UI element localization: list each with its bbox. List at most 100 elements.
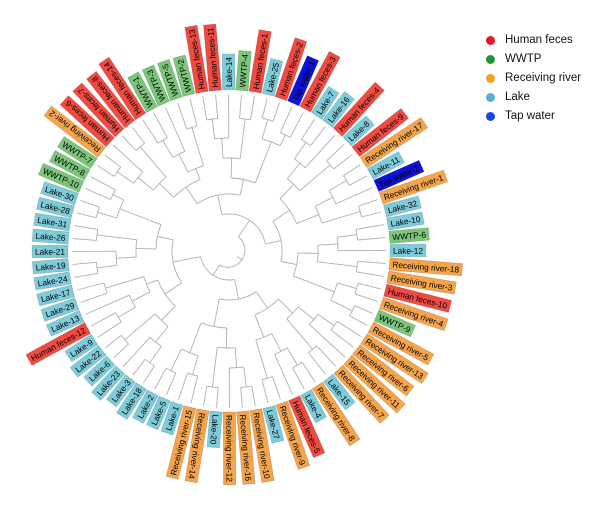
tree-branch	[317, 313, 335, 327]
tree-branch	[120, 335, 129, 345]
tree-branch	[354, 293, 378, 303]
tree-branch	[187, 165, 204, 173]
wwtp-dot-icon	[486, 54, 495, 64]
leaf-lake-32: Lake-32	[383, 195, 422, 218]
tree-branch	[135, 239, 138, 258]
leaf-label-bg	[33, 271, 72, 291]
leaf-label-bg	[69, 345, 107, 378]
tree-branch	[117, 171, 134, 184]
leaf-label-bg	[157, 59, 183, 102]
tree-branch	[149, 346, 162, 363]
leaf-lake-27: Lake-27	[262, 405, 285, 444]
tap-water-dot-icon	[486, 111, 495, 121]
leaf-label-bg	[38, 163, 85, 193]
leaf-label-bg	[43, 105, 106, 158]
tree-branch	[116, 199, 125, 219]
tree-branch	[330, 282, 338, 301]
tree-branch	[72, 238, 97, 241]
tree-branch	[329, 180, 347, 192]
tree-branch	[135, 142, 145, 151]
tree-branch	[289, 112, 304, 138]
tree-branch	[326, 143, 345, 162]
tree-branch	[251, 386, 256, 406]
tree-branch	[216, 387, 219, 408]
legend-item-tap-water: Tap water	[486, 110, 581, 122]
leaf-label-bg	[165, 405, 197, 480]
tree-branch	[299, 164, 331, 192]
tree-branch	[261, 379, 269, 404]
leaf-label-bg	[249, 408, 275, 483]
tree-branch	[357, 237, 386, 241]
tree-branch	[238, 219, 250, 238]
tree-branch	[309, 324, 346, 358]
receiving-river-dot-icon	[486, 73, 495, 83]
tree-branch	[191, 127, 204, 166]
tree-branch	[356, 224, 384, 230]
tree-branch	[330, 321, 338, 331]
tree-branch	[124, 313, 156, 341]
tree-branch	[330, 329, 354, 348]
tree-branch	[321, 211, 361, 224]
leaf-label-bg	[378, 169, 448, 205]
leaf-label-text: Lake-24	[37, 274, 69, 289]
tree-branch	[272, 102, 281, 122]
tree-branch	[187, 372, 198, 377]
leaf-label-bg	[203, 23, 222, 92]
leaf-lake-10: Lake-10	[386, 211, 425, 231]
tree-branch	[304, 134, 336, 169]
tree-branch	[172, 150, 186, 158]
tree-branch	[261, 98, 268, 119]
tree-branch	[122, 336, 151, 368]
leaf-label-bg	[86, 71, 135, 129]
leaf-label-text: Lake-12	[393, 246, 423, 256]
tree-branch	[287, 162, 301, 179]
tree-branch	[240, 387, 243, 408]
leaf-label-text: Lake-19	[35, 260, 66, 273]
tree-branch	[286, 347, 298, 366]
leaf-label-bg	[57, 136, 98, 169]
tree-branch	[317, 243, 338, 246]
tree-branch	[274, 347, 288, 355]
leaf-lake-19: Lake-19	[32, 258, 70, 275]
leaf-label-bg	[300, 389, 327, 424]
tree-branch	[131, 291, 151, 302]
tree-branch	[177, 372, 188, 400]
tree-branch	[330, 299, 353, 312]
leaf-label-bg	[31, 228, 70, 245]
tree-branch	[254, 298, 279, 316]
leaf-receiving-river-16: Receiving river-16	[236, 410, 256, 485]
tree-branch	[97, 321, 122, 338]
leaf-label-bg	[389, 244, 427, 258]
legend-label: Human feces	[505, 34, 573, 46]
human-feces-dot-icon	[486, 35, 495, 45]
leaf-label-bg	[222, 53, 236, 91]
leaf-label-bg	[322, 91, 355, 128]
tree-branch	[280, 261, 297, 266]
tree-branch	[189, 98, 198, 127]
leaf-label-bg	[160, 401, 184, 436]
tree-branch	[274, 354, 293, 395]
tree-branch	[212, 264, 220, 276]
leaf-human-feces-11: Human feces-11	[203, 23, 222, 92]
leaf-label-bg	[40, 297, 80, 322]
leaf-label-text: Lake-26	[35, 231, 66, 243]
tree-branch	[255, 339, 268, 379]
leaf-label-bg	[261, 58, 284, 97]
tree-branch	[173, 256, 201, 263]
leaf-label-bg	[367, 151, 405, 180]
tree-branch	[297, 306, 315, 320]
tree-branch	[171, 239, 183, 284]
leaf-label-bg	[287, 55, 319, 107]
tree-branch	[308, 352, 327, 375]
tree-branch	[164, 282, 182, 295]
tree-branch	[192, 355, 199, 375]
tree-branch	[222, 157, 241, 160]
tree-branch	[262, 117, 274, 122]
leaf-label-bg	[379, 296, 449, 332]
legend: Human feces WWTP Receiving river Lake Ta…	[486, 34, 581, 122]
tree-branch	[243, 367, 247, 387]
leaf-label-text: Lake-14	[224, 57, 234, 87]
leaf-wwtp-4: WWTP-4	[235, 50, 252, 92]
tree-branch	[297, 252, 319, 254]
